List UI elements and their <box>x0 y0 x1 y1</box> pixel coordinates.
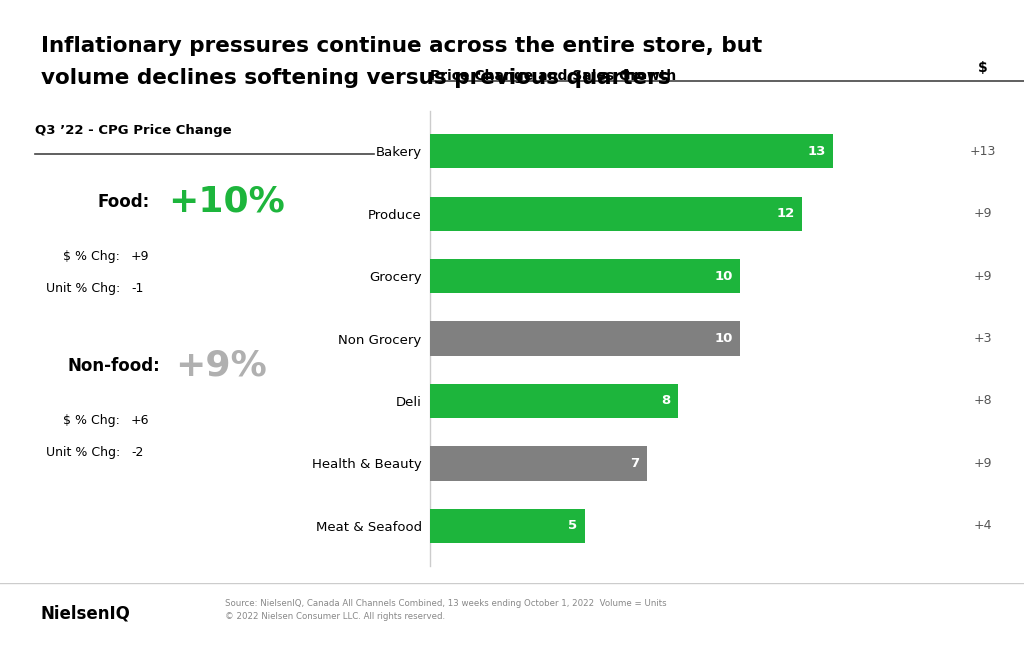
Text: 13: 13 <box>807 145 825 158</box>
Text: -1: -1 <box>131 282 143 295</box>
Text: volume declines softening versus previous quarters: volume declines softening versus previou… <box>41 68 671 89</box>
Text: +13: +13 <box>970 145 996 158</box>
Text: $ % Chg:: $ % Chg: <box>63 414 120 427</box>
Bar <box>430 384 678 418</box>
Bar <box>430 197 803 231</box>
Text: +9: +9 <box>974 457 992 470</box>
Text: Q3 ’22 - CPG Price Change: Q3 ’22 - CPG Price Change <box>35 124 231 137</box>
Text: Inflationary pressures continue across the entire store, but: Inflationary pressures continue across t… <box>41 36 762 56</box>
Text: 10: 10 <box>715 332 732 345</box>
Text: Unit % Chg:: Unit % Chg: <box>46 446 120 459</box>
Text: 12: 12 <box>776 207 795 220</box>
Text: +4: +4 <box>974 519 992 533</box>
Text: 10: 10 <box>715 270 732 283</box>
Text: Food:: Food: <box>97 193 150 211</box>
Text: +10%: +10% <box>168 185 285 219</box>
Text: +9: +9 <box>131 250 150 263</box>
Bar <box>430 508 586 543</box>
Text: -2: -2 <box>131 446 143 459</box>
Text: +8: +8 <box>974 395 992 408</box>
Text: Non-food:: Non-food: <box>68 357 161 375</box>
Bar <box>430 322 740 355</box>
Text: +9: +9 <box>974 270 992 283</box>
Bar <box>430 446 647 480</box>
Bar <box>430 134 834 169</box>
Text: $ % Chg:: $ % Chg: <box>63 250 120 263</box>
Text: 7: 7 <box>631 457 640 470</box>
Text: 8: 8 <box>662 395 671 408</box>
Text: 5: 5 <box>568 519 578 533</box>
Text: +9: +9 <box>974 207 992 220</box>
Text: Price Change and Sales Growth: Price Change and Sales Growth <box>430 69 676 83</box>
Text: +9%: +9% <box>175 349 267 383</box>
Text: Unit % Chg:: Unit % Chg: <box>46 282 120 295</box>
Text: +3: +3 <box>974 332 992 345</box>
Text: +6: +6 <box>131 414 150 427</box>
Bar <box>430 259 740 293</box>
Text: Source: NielsenIQ, Canada All Channels Combined, 13 weeks ending October 1, 2022: Source: NielsenIQ, Canada All Channels C… <box>225 599 667 621</box>
Text: $: $ <box>978 61 988 75</box>
Text: NielsenIQ: NielsenIQ <box>41 604 131 622</box>
